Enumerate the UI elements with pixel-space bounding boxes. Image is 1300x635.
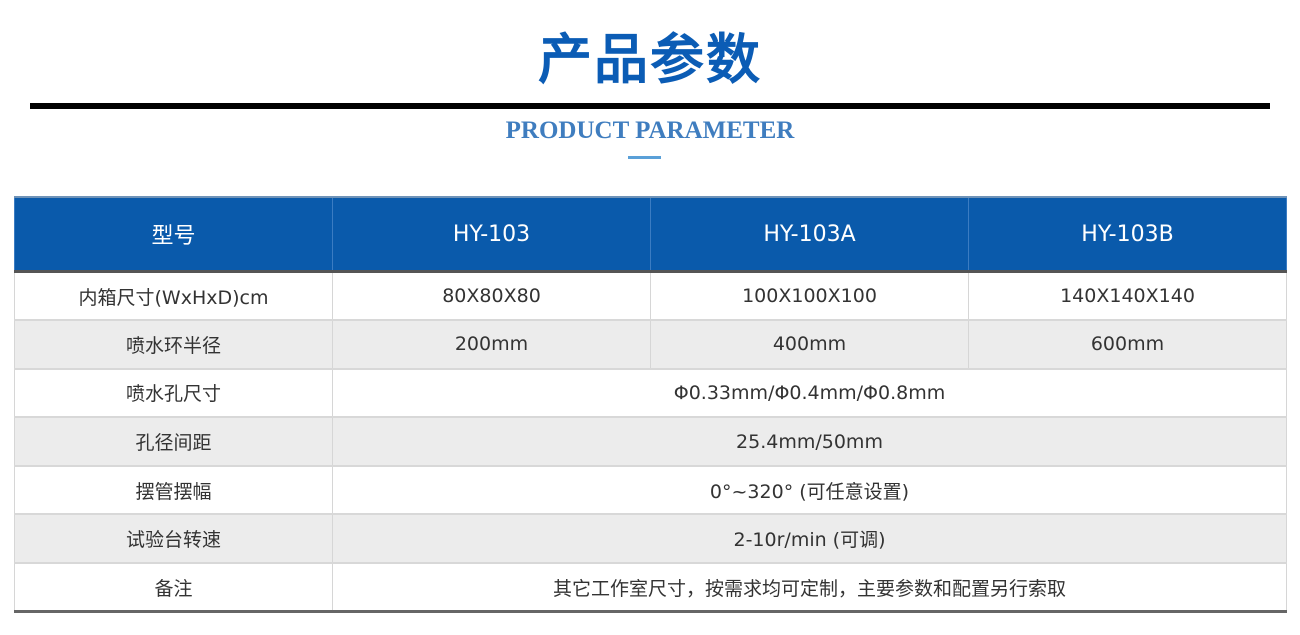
table-header-row: 型号 HY-103 HY-103A HY-103B — [14, 196, 1287, 272]
cell: 2-10r/min (可调) — [332, 514, 1287, 564]
cell: 100X100X100 — [650, 271, 969, 321]
cell: 140X140X140 — [968, 271, 1287, 321]
header-hy-103b: HY-103B — [968, 196, 1287, 272]
page-title: 产品参数 — [538, 28, 762, 91]
page-subtitle: PRODUCT PARAMETER — [505, 117, 795, 144]
row-label: 摆管摆幅 — [14, 465, 333, 515]
header-model: 型号 — [14, 196, 333, 272]
cell: 80X80X80 — [332, 271, 651, 321]
row-label: 孔径间距 — [14, 417, 333, 466]
row-label: 试验台转速 — [14, 514, 333, 564]
table-row: 备注 其它工作室尺寸，按需求均可定制，主要参数和配置另行索取 — [14, 563, 1287, 612]
title-divider — [30, 103, 1270, 109]
cell: 400mm — [650, 320, 969, 369]
row-label: 喷水孔尺寸 — [14, 368, 333, 418]
table-row: 孔径间距 25.4mm/50mm — [14, 417, 1287, 466]
parameter-table: 型号 HY-103 HY-103A HY-103B 内箱尺寸(WxHxD)cm … — [14, 196, 1287, 613]
table-row: 试验台转速 2-10r/min (可调) — [14, 514, 1287, 564]
row-label: 内箱尺寸(WxHxD)cm — [14, 271, 333, 321]
subtitle-underline — [628, 156, 661, 159]
cell: 600mm — [968, 320, 1287, 369]
row-label: 备注 — [14, 563, 333, 612]
row-label: 喷水环半径 — [14, 320, 333, 369]
cell: 其它工作室尺寸，按需求均可定制，主要参数和配置另行索取 — [332, 563, 1287, 612]
cell: 200mm — [332, 320, 651, 369]
table-row: 喷水环半径 200mm 400mm 600mm — [14, 320, 1287, 369]
header-hy-103: HY-103 — [332, 196, 651, 272]
table-row: 摆管摆幅 0°~320° (可任意设置) — [14, 465, 1287, 515]
cell: 0°~320° (可任意设置) — [332, 465, 1287, 515]
table-row: 内箱尺寸(WxHxD)cm 80X80X80 100X100X100 140X1… — [14, 271, 1287, 321]
header-hy-103a: HY-103A — [650, 196, 969, 272]
cell: Φ0.33mm/Φ0.4mm/Φ0.8mm — [332, 368, 1287, 418]
table-row: 喷水孔尺寸 Φ0.33mm/Φ0.4mm/Φ0.8mm — [14, 368, 1287, 418]
cell: 25.4mm/50mm — [332, 417, 1287, 466]
